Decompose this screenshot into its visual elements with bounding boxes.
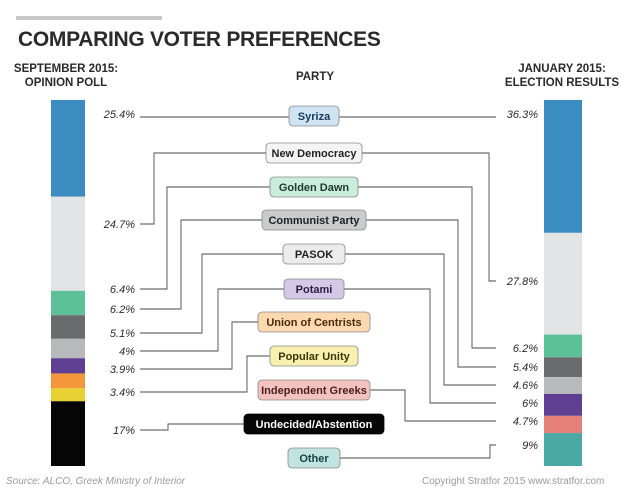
poll-value-golden-dawn: 6.4% (110, 284, 135, 296)
party-label-box-new-democracy (265, 142, 363, 164)
result-value-communist-party: 5.4% (513, 362, 538, 374)
result-value-new-democracy: 27.8% (506, 276, 538, 288)
result-value-independent-greeks: 4.7% (513, 416, 538, 428)
party-label-box-popular-unity (269, 345, 359, 367)
result-value-other: 9% (522, 440, 538, 452)
chart-title: COMPARING VOTER PREFERENCES (18, 28, 381, 51)
source-note: Source: ALCO, Greek Ministry of Interior (6, 476, 186, 487)
poll-bar-undecided-abstention (51, 401, 85, 466)
result-connector-communist-party (366, 219, 496, 368)
result-connector-independent-greeks (370, 389, 496, 422)
result-connector-other (340, 444, 496, 459)
party-label-box-communist-party (261, 209, 367, 231)
result-bar-syriza (544, 100, 582, 233)
right-header-line-1: JANUARY 2015: (518, 63, 606, 75)
result-connector-potami (344, 288, 496, 404)
poll-bar-communist-party (51, 315, 85, 339)
left-column-header: SEPTEMBER 2015: OPINION POLL (6, 62, 126, 90)
poll-bar-new-democracy (51, 196, 85, 291)
poll-connector-pasok (140, 253, 283, 334)
left-header-line-2: OPINION POLL (24, 77, 108, 89)
result-bar-golden-dawn (544, 334, 582, 358)
party-label-golden-dawn: Golden Dawn (279, 182, 350, 194)
poll-value-syriza: 25.4% (103, 109, 135, 121)
poll-connector-golden-dawn (140, 186, 270, 290)
right-column-header: JANUARY 2015: ELECTION RESULTS (500, 62, 624, 90)
result-value-golden-dawn: 6.2% (513, 343, 538, 355)
poll-value-popular-unity: 3.4% (110, 387, 135, 399)
party-column-header: PARTY (295, 71, 335, 83)
result-connector-golden-dawn (358, 186, 496, 349)
party-label-undecided-abstention: Undecided/Abstention (256, 419, 373, 431)
party-label-box-potami (283, 278, 345, 300)
title-accent-bar (16, 16, 162, 20)
party-label-box-union-of-centrists (257, 311, 371, 333)
result-bar-communist-party (544, 357, 582, 378)
poll-connector-communist-party (140, 219, 262, 310)
poll-bar-golden-dawn (51, 290, 85, 316)
party-label-box-other (287, 447, 341, 469)
right-header-line-2: ELECTION RESULTS (504, 77, 620, 89)
party-label-potami: Potami (296, 284, 333, 296)
poll-bar-union-of-centrists (51, 373, 85, 389)
poll-connector-new-democracy (140, 152, 266, 225)
result-bar-pasok (544, 377, 582, 394)
party-label-box-pasok (282, 243, 346, 265)
poll-value-pasok: 5.1% (110, 328, 135, 340)
result-value-potami: 6% (522, 398, 538, 410)
poll-bar-pasok (51, 338, 85, 359)
copyright-note: Copyright Stratfor 2015 www.stratfor.com (422, 476, 605, 487)
poll-connector-popular-unity (140, 355, 270, 393)
party-label-box-golden-dawn (269, 176, 359, 198)
party-label-new-democracy: New Democracy (272, 148, 358, 160)
poll-bar-popular-unity (51, 388, 85, 402)
party-label-independent-greeks: Independent Greeks (261, 385, 367, 397)
party-label-box-undecided-abstention (243, 413, 385, 435)
left-header-line-1: SEPTEMBER 2015: (13, 63, 119, 75)
party-label-pasok: PASOK (295, 249, 333, 261)
result-value-syriza: 36.3% (507, 109, 538, 121)
party-label-box-independent-greeks (257, 379, 371, 401)
result-bar-new-democracy (544, 232, 582, 335)
result-connector-new-democracy (362, 152, 496, 282)
result-value-pasok: 4.6% (513, 380, 538, 392)
result-bar-independent-greeks (544, 415, 582, 434)
poll-connector-potami (140, 288, 284, 352)
poll-value-union-of-centrists: 3.9% (110, 364, 135, 376)
party-label-communist-party: Communist Party (268, 215, 360, 227)
poll-bar-potami (51, 358, 85, 374)
party-label-syriza: Syriza (298, 111, 331, 123)
poll-connector-undecided-abstention (140, 423, 244, 431)
result-bar-potami (544, 393, 582, 416)
result-bar-other (544, 433, 582, 466)
party-label-union-of-centrists: Union of Centrists (266, 317, 361, 329)
poll-value-communist-party: 6.2% (110, 304, 135, 316)
poll-value-undecided-abstention: 17% (113, 425, 135, 437)
poll-value-potami: 4% (119, 346, 135, 358)
poll-bar-syriza (51, 100, 85, 197)
poll-connector-union-of-centrists (140, 321, 258, 370)
party-label-other: Other (299, 453, 329, 465)
party-label-popular-unity: Popular Unity (278, 351, 350, 363)
result-connector-pasok (345, 253, 496, 386)
party-label-box-syriza (288, 105, 340, 127)
poll-value-new-democracy: 24.7% (103, 219, 135, 231)
